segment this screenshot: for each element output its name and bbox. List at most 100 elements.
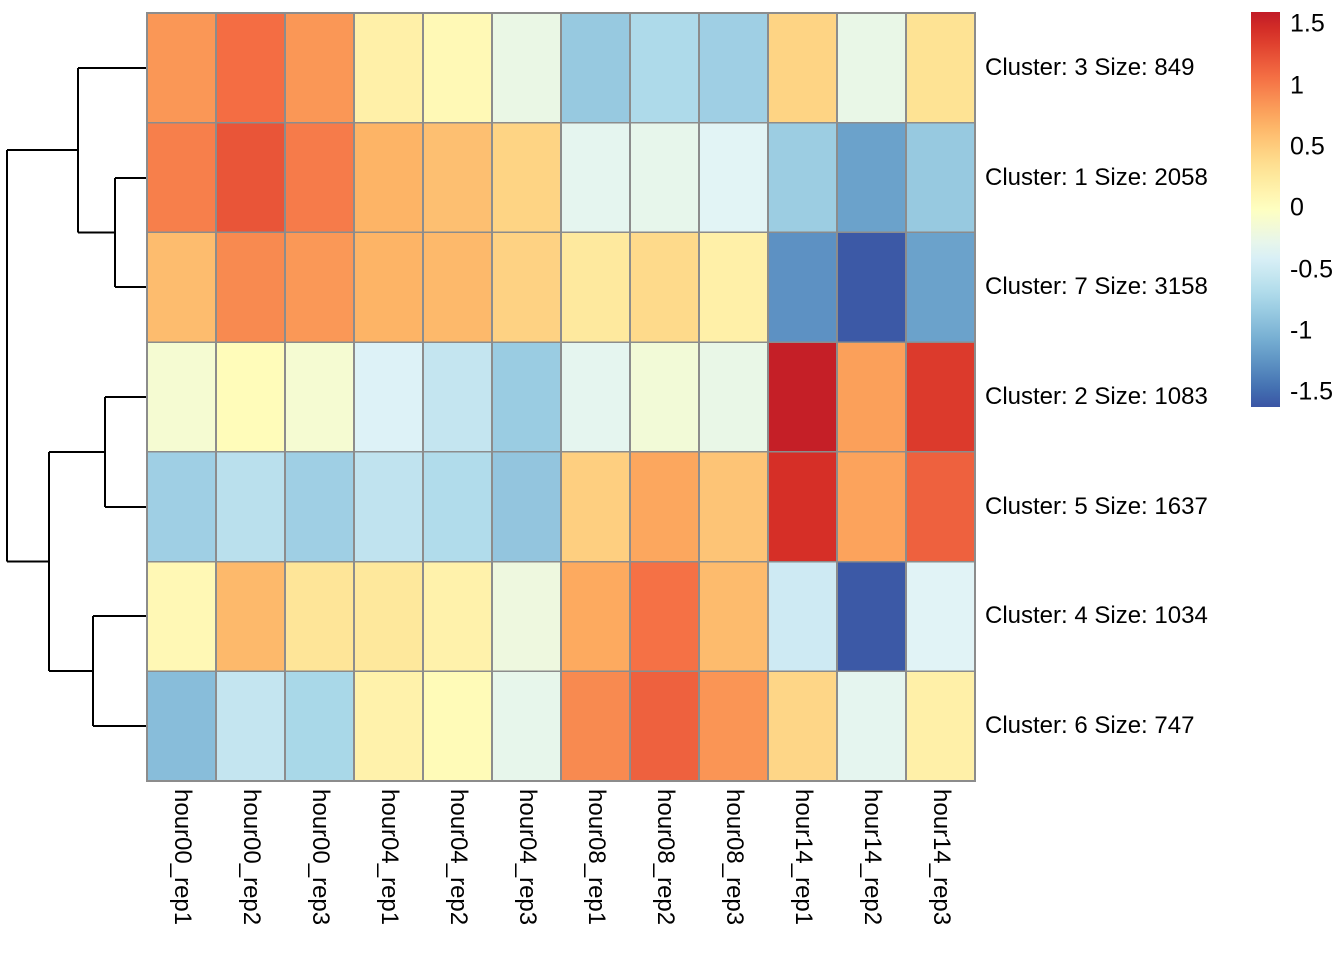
heatmap-cell — [905, 341, 976, 453]
row-label: Cluster: 7 Size: 3158 — [985, 273, 1208, 301]
row-label: Cluster: 5 Size: 1637 — [985, 492, 1208, 520]
heatmap-cell — [491, 670, 562, 782]
heatmap-cell — [905, 231, 976, 343]
heatmap-cell — [698, 121, 769, 234]
heatmap-cell — [560, 12, 631, 124]
row-label: Cluster: 2 Size: 1083 — [985, 383, 1208, 410]
row-label: Cluster: 4 Size: 1034 — [985, 602, 1208, 630]
column-label: hour08_rep3 — [720, 789, 748, 926]
heatmap-cell — [422, 121, 493, 234]
heatmap-cell — [767, 231, 838, 343]
legend-colorbar — [1251, 12, 1280, 407]
heatmap-cell — [146, 341, 217, 453]
heatmap-cell — [353, 670, 424, 782]
heatmap-cell — [698, 231, 769, 343]
heatmap-cell — [767, 121, 838, 234]
heatmap-cell — [698, 451, 769, 563]
heatmap-cell — [491, 231, 562, 343]
heatmap-cell — [836, 670, 907, 782]
heatmap-cell — [146, 451, 217, 563]
heatmap-cell — [146, 231, 217, 343]
legend-tick-label: 0 — [1290, 193, 1304, 222]
heatmap-cell — [560, 231, 631, 343]
heatmap-cell — [146, 560, 217, 673]
heatmap-cell — [422, 341, 493, 453]
heatmap-cell — [491, 560, 562, 673]
heatmap-cell — [560, 560, 631, 673]
heatmap-cell — [215, 670, 286, 782]
heatmap-cell — [836, 121, 907, 234]
heatmap-cell — [629, 451, 700, 563]
heatmap-cell — [629, 670, 700, 782]
heatmap-cell — [284, 341, 355, 453]
column-label: hour00_rep2 — [237, 789, 265, 926]
heatmap-cell — [422, 231, 493, 343]
heatmap-cell — [353, 560, 424, 673]
heatmap-cell — [905, 451, 976, 563]
row-dendrogram — [5, 66, 147, 728]
heatmap-cell — [560, 451, 631, 563]
heatmap-cell — [215, 451, 286, 563]
heatmap-cell — [215, 560, 286, 673]
heatmap-cell — [422, 451, 493, 563]
heatmap-cell — [422, 12, 493, 124]
heatmap-cell — [560, 341, 631, 453]
legend-tick-label: -1.5 — [1290, 377, 1334, 406]
heatmap-cell — [491, 121, 562, 234]
heatmap-cell — [353, 12, 424, 124]
heatmap-cell — [560, 670, 631, 782]
heatmap-cell — [836, 231, 907, 343]
heatmap-cell — [353, 231, 424, 343]
heatmap-cell — [284, 560, 355, 673]
heatmap-cell — [905, 12, 976, 124]
heatmap-cell — [353, 341, 424, 453]
heatmap-cell — [284, 121, 355, 234]
heatmap-cell — [284, 451, 355, 563]
column-label: hour14_rep3 — [927, 789, 955, 926]
heatmap-cell — [215, 231, 286, 343]
heatmap-cell — [422, 560, 493, 673]
heatmap-cell — [491, 341, 562, 453]
heatmap-cell — [698, 341, 769, 453]
heatmap-cell — [146, 121, 217, 234]
heatmap-border — [146, 12, 976, 782]
heatmap-cell — [629, 12, 700, 124]
row-label: Cluster: 1 Size: 2058 — [985, 163, 1208, 191]
column-label: hour08_rep1 — [582, 789, 610, 926]
column-label: hour04_rep3 — [513, 789, 541, 926]
heatmap-cell — [215, 121, 286, 234]
heatmap-cell — [698, 670, 769, 782]
heatmap-cell — [767, 670, 838, 782]
heatmap-cell — [905, 121, 976, 234]
heatmap-grid — [146, 12, 976, 782]
heatmap-cell — [284, 231, 355, 343]
heatmap-cell — [836, 451, 907, 563]
heatmap-cell — [422, 670, 493, 782]
heatmap-cell — [629, 341, 700, 453]
heatmap-cell — [353, 451, 424, 563]
legend-tick-label: 1 — [1290, 71, 1304, 100]
heatmap-cell — [284, 12, 355, 124]
column-label: hour00_rep1 — [168, 789, 196, 926]
legend-tick-label: 0.5 — [1290, 132, 1325, 161]
heatmap-cell — [767, 451, 838, 563]
heatmap-cell — [629, 560, 700, 673]
heatmap-cell — [353, 121, 424, 234]
heatmap-cell — [284, 670, 355, 782]
heatmap-cell — [767, 560, 838, 673]
legend-tick-label: -1 — [1290, 316, 1313, 345]
heatmap-cell — [836, 560, 907, 673]
heatmap-cell — [491, 12, 562, 124]
heatmap-cell — [629, 121, 700, 234]
heatmap-cell — [215, 341, 286, 453]
row-label: Cluster: 6 Size: 747 — [985, 712, 1195, 740]
heatmap-cell — [215, 12, 286, 124]
heatmap-cell — [905, 670, 976, 782]
heatmap-cell — [836, 12, 907, 124]
heatmap-cell — [491, 451, 562, 563]
heatmap-cell — [146, 670, 217, 782]
legend-tick-label: -0.5 — [1290, 255, 1334, 284]
heatmap-cell — [905, 560, 976, 673]
